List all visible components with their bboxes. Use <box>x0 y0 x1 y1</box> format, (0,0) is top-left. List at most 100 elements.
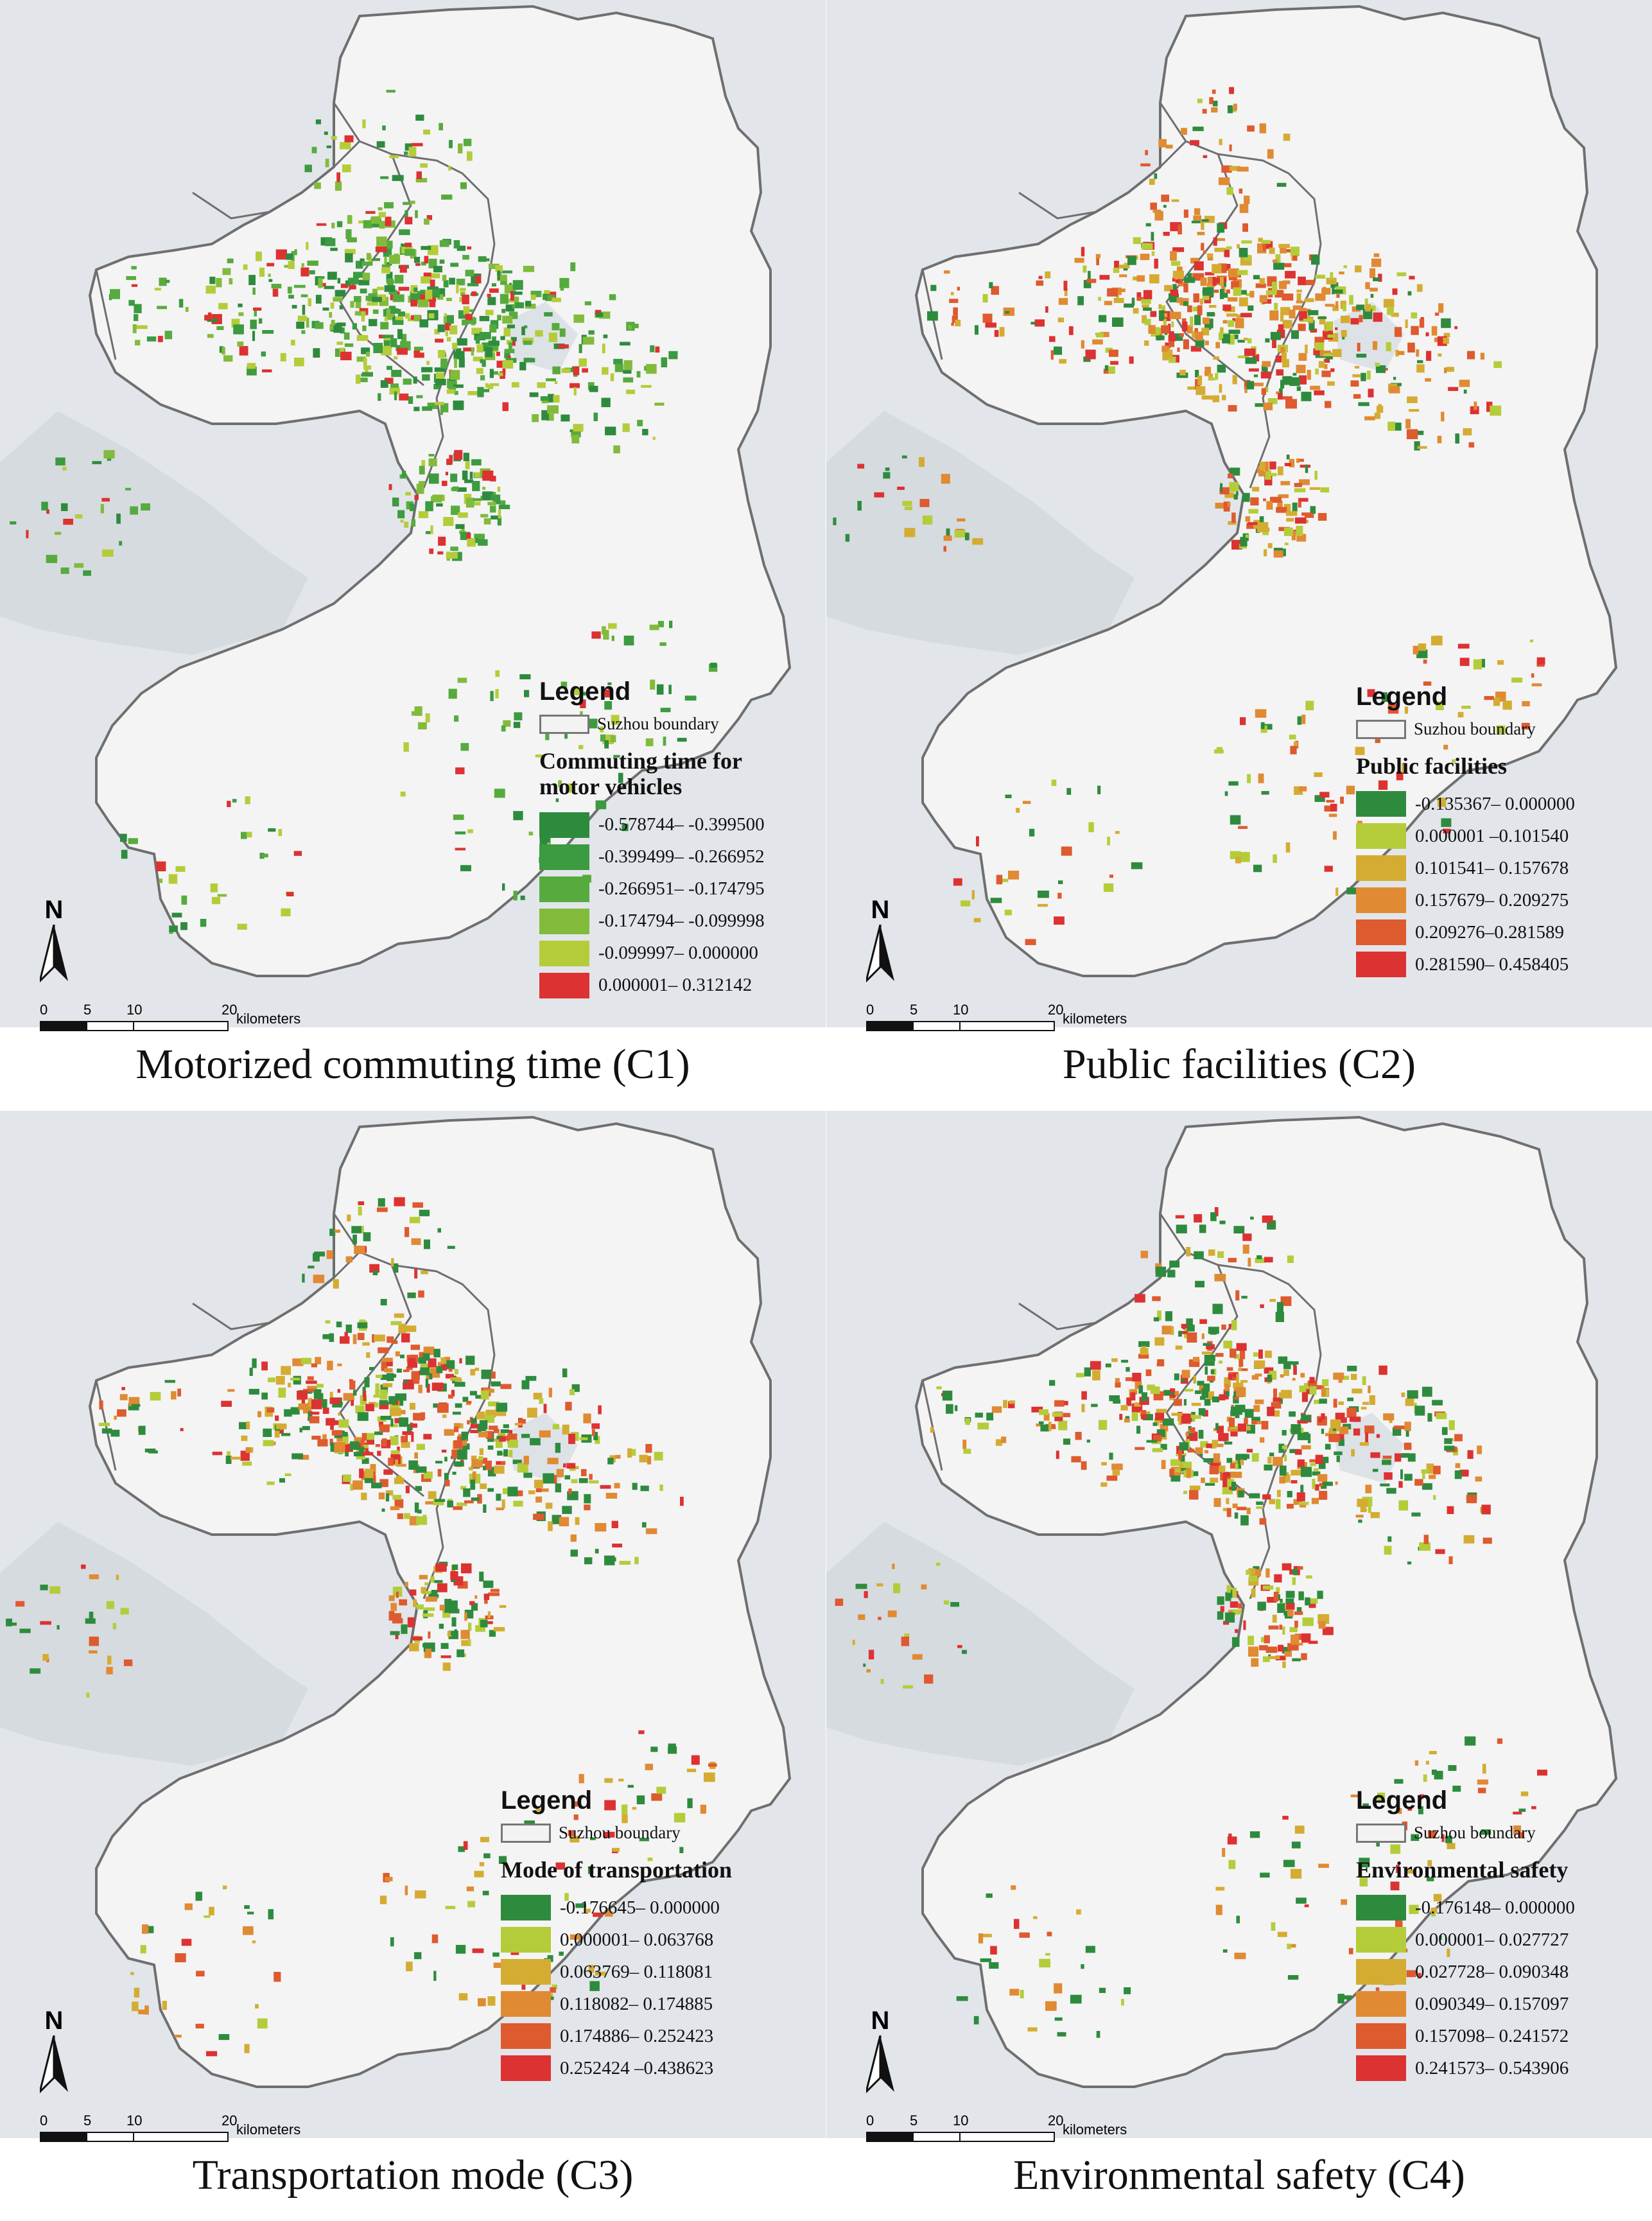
map-patch <box>1296 300 1303 304</box>
map-patch <box>1290 745 1297 754</box>
map-patch <box>451 1389 455 1397</box>
map-patch <box>408 396 413 404</box>
map-patch <box>1170 289 1178 296</box>
map-patch <box>420 1367 430 1375</box>
map-patch <box>504 351 510 359</box>
map-patch <box>1228 1833 1232 1838</box>
map-patch <box>159 878 163 884</box>
map-patch <box>1239 1367 1242 1372</box>
map-patch <box>1240 313 1252 318</box>
map-patch <box>363 365 372 370</box>
map-patch <box>1260 725 1267 733</box>
legend-class-row: -0.176148– 0.000000 <box>1356 1892 1575 1924</box>
map-patch <box>1378 1365 1387 1375</box>
map-patch <box>444 323 451 331</box>
map-patch <box>450 1377 462 1381</box>
map-patch <box>579 1437 588 1440</box>
map-patch <box>404 521 409 528</box>
map-patch <box>558 780 562 787</box>
lake-taihu <box>826 1522 1135 1766</box>
lake-jinji <box>1334 1413 1404 1483</box>
map-patch <box>1287 1944 1291 1949</box>
map-patch <box>326 1418 335 1426</box>
map-patch <box>1291 1361 1299 1365</box>
scale-unit: kilometers <box>1063 2121 1127 2138</box>
map-patch <box>434 1580 443 1583</box>
map-patch <box>951 292 954 295</box>
map-patch <box>651 1793 663 1801</box>
map-patch <box>942 1390 953 1401</box>
map-patch <box>1352 1388 1362 1394</box>
map-patch <box>1265 461 1269 471</box>
map-patch <box>184 1903 193 1910</box>
map-patch <box>1441 1427 1448 1435</box>
map-patch <box>1407 1870 1415 1874</box>
map-patch <box>316 223 327 226</box>
map-patch <box>1219 1394 1226 1400</box>
map-patch <box>1292 1569 1298 1575</box>
map-patch <box>471 1459 483 1468</box>
map-patch <box>1244 337 1248 341</box>
map-patch <box>1335 1413 1345 1420</box>
scale-unit: kilometers <box>236 2121 301 2138</box>
map-patch <box>452 342 458 349</box>
map-patch <box>564 729 568 739</box>
map-patch <box>564 1509 568 1513</box>
map-patch <box>1226 1585 1231 1593</box>
map-patch <box>589 1981 600 1991</box>
map-patch <box>1274 302 1278 310</box>
map-patch <box>1368 1385 1371 1393</box>
map-patch <box>1269 1499 1276 1504</box>
map-patch <box>297 1390 308 1400</box>
map-patch <box>548 1388 552 1398</box>
map-patch <box>89 1574 99 1580</box>
map-patch <box>1398 1500 1409 1511</box>
map-patch <box>568 1830 575 1836</box>
map-patch <box>622 1804 628 1815</box>
map-patch <box>467 309 474 312</box>
map-patch <box>98 1422 110 1426</box>
map-patch <box>391 1258 394 1267</box>
map-patch <box>1213 1453 1221 1463</box>
map-patch <box>1197 232 1205 236</box>
map-patch <box>1236 1915 1240 1924</box>
map-patch <box>1118 265 1130 268</box>
map-patch <box>488 340 500 346</box>
map-patch <box>261 1392 268 1400</box>
map-patch <box>446 297 452 301</box>
map-patch <box>1237 166 1249 172</box>
map-patch <box>1474 401 1477 410</box>
map-patch <box>1441 818 1452 827</box>
map-patch <box>1374 412 1381 419</box>
map-patch <box>1393 376 1396 380</box>
map-patch <box>487 1621 493 1624</box>
map-patch <box>1282 1661 1286 1668</box>
map-patch <box>1307 1433 1311 1443</box>
map-patch <box>1319 1490 1328 1500</box>
map-patch <box>1260 462 1267 471</box>
map-patch <box>1299 1504 1307 1508</box>
map-patch <box>410 299 417 307</box>
map-patch <box>1284 542 1289 546</box>
map-patch <box>365 1404 374 1411</box>
map-patch <box>266 1407 275 1413</box>
map-patch <box>1333 831 1337 840</box>
map-patch <box>1167 349 1173 359</box>
class-swatch <box>539 940 589 966</box>
map-patch <box>123 1659 133 1666</box>
map-patch <box>1278 243 1291 248</box>
map-patch <box>1518 1808 1526 1812</box>
map-patch <box>1070 1994 1082 2004</box>
map-patch <box>110 1429 120 1437</box>
map-patch <box>174 2034 182 2038</box>
map-patch <box>1197 375 1203 385</box>
scale-unit: kilometers <box>1063 1011 1127 1027</box>
map-patch <box>324 286 335 290</box>
map-patch <box>1228 268 1239 277</box>
north-arrow: N <box>38 2007 68 2096</box>
map-patch <box>652 437 656 440</box>
map-patch <box>1228 1258 1237 1262</box>
map-patch <box>438 350 446 358</box>
map-patch <box>1138 1354 1149 1359</box>
map-patch <box>449 140 453 148</box>
